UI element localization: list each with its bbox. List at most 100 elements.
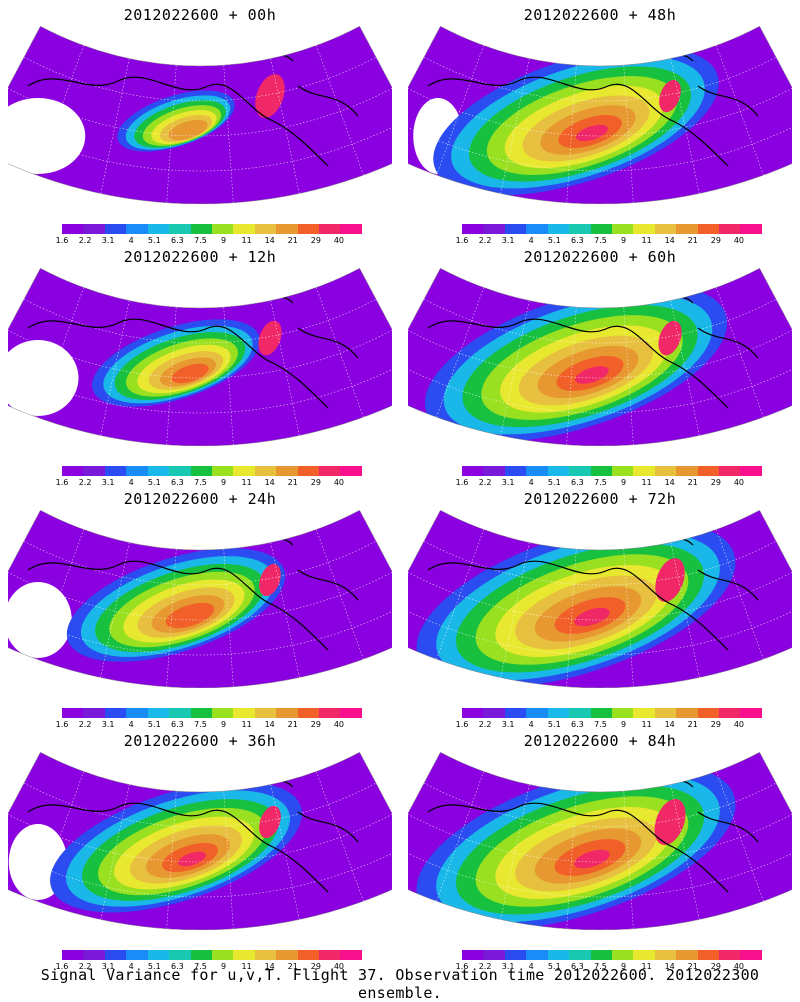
panel-title: 2012022600 + 36h — [123, 732, 277, 750]
colorbar-swatch — [340, 466, 362, 476]
colorbar-label: 2.2 — [478, 236, 492, 245]
colorbar-swatch — [276, 950, 298, 960]
colorbar-label: 21 — [687, 962, 698, 971]
colorbar — [462, 224, 762, 234]
colorbar-label: 11 — [641, 236, 652, 245]
parallel-line — [408, 87, 792, 137]
colorbar-label: 6.3 — [571, 236, 584, 245]
missing-data-area — [8, 98, 86, 174]
variance-contour — [576, 124, 608, 142]
colorbar-labels: 1.6 2.2 3.1 4 5.1 6.3 7.5 9 11 14 21 29 40 — [56, 478, 368, 488]
parallel-line — [408, 571, 792, 621]
colorbar-label: 3.1 — [501, 720, 515, 729]
colorbar-swatch — [104, 466, 127, 476]
colorbar-label: 14 — [264, 720, 275, 729]
colorbar-label: 9 — [220, 962, 227, 971]
colorbar-label: 9 — [620, 720, 627, 729]
colorbar-label: 2.2 — [78, 962, 92, 971]
colorbar-swatch — [104, 224, 127, 234]
colorbar-swatch — [676, 950, 698, 960]
colorbar-swatch — [590, 950, 612, 960]
colorbar-label: 29 — [310, 720, 321, 729]
colorbar-label: 2.2 — [478, 478, 492, 487]
colorbar-swatch — [276, 466, 298, 476]
panel-title: 2012022600 + 00h — [123, 6, 277, 24]
colorbar-label: 5.1 — [147, 478, 161, 487]
colorbar-swatch — [547, 708, 570, 718]
variance-maximum — [259, 563, 281, 597]
panel-title: 2012022600 + 24h — [123, 490, 277, 508]
colorbar-label: 9 — [220, 478, 227, 487]
colorbar-swatch — [697, 466, 720, 476]
colorbar-swatch — [611, 466, 634, 476]
colorbar-label: 40 — [733, 478, 745, 487]
parallel-line — [408, 360, 792, 414]
colorbar-swatch — [319, 224, 341, 234]
colorbar-label: 21 — [687, 720, 698, 729]
variance-map — [8, 268, 392, 446]
map-panel: 2012022600 + 24h 1.6 2.2 3.1 4 5.1 6.3 7.5 9 11 14… — [0, 484, 400, 729]
parallel-line — [8, 813, 392, 863]
variance-map — [8, 752, 392, 930]
colorbar-swatch — [147, 708, 170, 718]
colorbar-swatch — [126, 224, 148, 234]
colorbar-label: 29 — [710, 478, 721, 487]
map-panel: 2012022600 + 00h 1.6 2.2 3.1 4 5.1 6.3 7.5 9 11 14… — [0, 0, 400, 245]
colorbar-swatch — [297, 224, 320, 234]
map-outline — [408, 26, 792, 204]
colorbar — [462, 466, 762, 476]
colorbar-swatch — [83, 950, 105, 960]
variance-contour — [165, 602, 215, 629]
colorbar — [62, 950, 362, 960]
colorbar-label: 11 — [641, 478, 652, 487]
map-outline — [408, 268, 792, 446]
colorbar-label: 14 — [664, 720, 675, 729]
parallel-line — [408, 118, 792, 172]
colorbar-label: 40 — [333, 720, 345, 729]
colorbar-swatch — [83, 224, 105, 234]
colorbar-label: 7.5 — [194, 720, 207, 729]
colorbar-swatch — [319, 708, 341, 718]
colorbar-swatch — [547, 950, 570, 960]
colorbar-label: 3.1 — [101, 720, 115, 729]
colorbar-swatch — [719, 466, 741, 476]
colorbar-swatch — [719, 708, 741, 718]
variance-contour — [574, 607, 610, 627]
colorbar-swatch — [126, 950, 148, 960]
colorbar-label: 11 — [641, 720, 652, 729]
variance-contour — [178, 851, 206, 867]
colorbar-label: 5.1 — [547, 962, 561, 971]
colorbar-swatch — [297, 708, 320, 718]
colorbar-label: 29 — [710, 720, 721, 729]
colorbar-swatch — [654, 466, 677, 476]
colorbar-swatch — [104, 950, 127, 960]
colorbar-swatch — [62, 224, 84, 234]
variance-maximum — [659, 79, 681, 113]
colorbar-label: 11 — [241, 962, 252, 971]
colorbar-label: 7.5 — [594, 720, 607, 729]
colorbar-label: 3.1 — [501, 962, 515, 971]
colorbar-label: 1.6 — [455, 478, 469, 487]
colorbar-label: 7.5 — [594, 962, 607, 971]
map-panel: 2012022600 + 36h 1.6 2.2 3.1 4 5.1 6.3 7.5 9 11 14… — [0, 726, 400, 971]
variance-contour — [574, 849, 610, 869]
colorbar-swatch — [297, 950, 320, 960]
missing-data-area — [8, 582, 72, 658]
colorbar-swatch — [62, 950, 84, 960]
colorbar-label: 1.6 — [455, 962, 469, 971]
parallel-line — [23, 298, 377, 344]
parallel-line — [423, 782, 777, 828]
variance-map — [408, 510, 792, 688]
map-panel: 2012022600 + 84h 1.6 2.2 3.1 4 5.1 6.3 7.5 9 11 14… — [400, 726, 800, 971]
parallel-line — [408, 844, 792, 898]
colorbar-swatch — [676, 224, 698, 234]
colorbar-swatch — [547, 466, 570, 476]
variance-map — [408, 268, 792, 446]
variance-maximum — [255, 74, 285, 118]
panel-title: 2012022600 + 60h — [523, 248, 677, 266]
colorbar-label: 7.5 — [594, 478, 607, 487]
colorbar-label: 14 — [664, 962, 675, 971]
colorbar-label: 2.2 — [478, 720, 492, 729]
colorbar-label: 6.3 — [171, 478, 184, 487]
colorbar-swatch — [483, 950, 505, 960]
